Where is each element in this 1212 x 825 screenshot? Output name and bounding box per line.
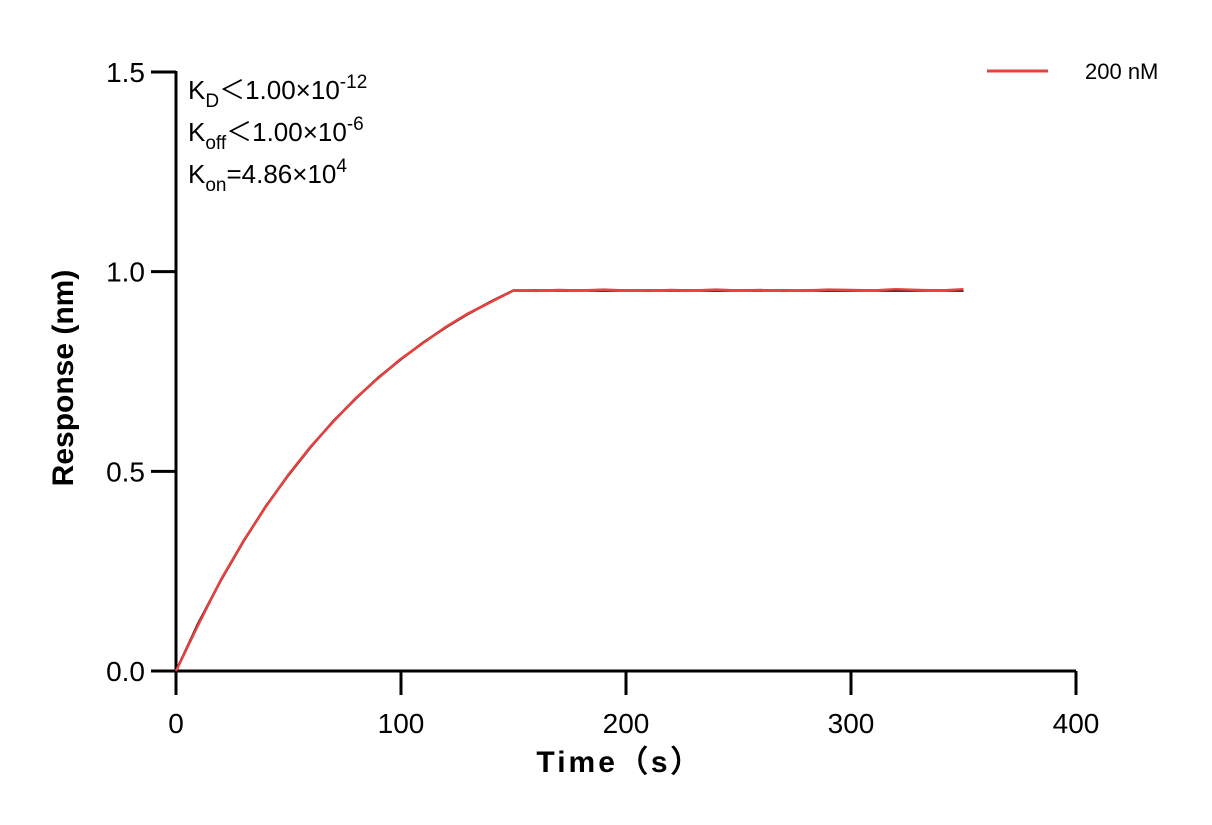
annotation-subscript: on: [205, 175, 226, 196]
x-tick-label: 400: [1053, 708, 1100, 739]
annotation-superscript: 4: [336, 156, 347, 177]
annotation: KD＜1.00×10-12: [188, 72, 367, 112]
annotation-superscript: -12: [340, 72, 367, 93]
annotation: Kon=4.86×104: [188, 156, 347, 196]
x-tick-label: 200: [603, 708, 650, 739]
annotation-subscript: D: [205, 91, 219, 112]
x-axis-title: Time（s）: [536, 745, 703, 779]
annotation-text: ＜1.00×10: [226, 117, 347, 147]
annotation-superscript: -6: [347, 114, 364, 135]
y-tick-label: 0.5: [106, 456, 145, 487]
annotation-text: ＜1.00×10: [219, 75, 340, 105]
annotation-subscript: off: [205, 133, 227, 154]
data-line: [174, 289, 964, 672]
legend-label: 200 nM: [1085, 59, 1158, 84]
x-tick-label: 0: [168, 708, 184, 739]
annotation: Koff＜1.00×10-6: [188, 114, 364, 154]
y-axis-title: Response (nm): [47, 270, 80, 487]
y-tick-label: 1.0: [106, 257, 145, 288]
data-line: [174, 287, 964, 672]
annotation-text: =4.86×10: [226, 159, 336, 189]
x-tick-label: 300: [828, 708, 875, 739]
annotation-symbol: K: [188, 117, 206, 147]
x-tick-label: 100: [378, 708, 425, 739]
annotation-symbol: K: [188, 159, 206, 189]
y-tick-label: 1.5: [106, 57, 145, 88]
annotation-symbol: K: [188, 75, 206, 105]
y-tick-label: 0.0: [106, 656, 145, 687]
